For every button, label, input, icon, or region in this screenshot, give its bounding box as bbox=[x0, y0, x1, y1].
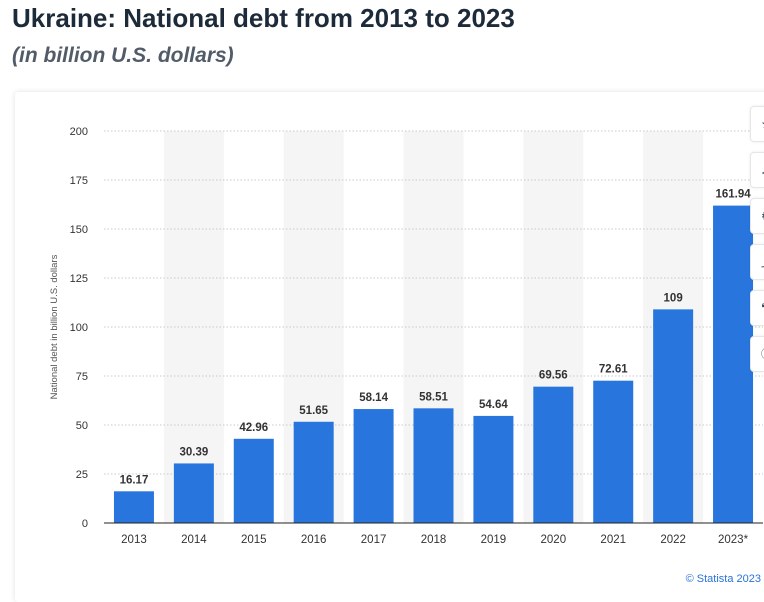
data-label: 51.65 bbox=[299, 405, 328, 417]
chart-card: 0 25 50 75 100 125 150 175 200 16.17 2013 30.39 2014… bbox=[15, 92, 764, 602]
chart-title: Ukraine: National debt from 2013 to 2023 bbox=[12, 3, 515, 33]
bar[interactable] bbox=[293, 421, 334, 523]
data-label: 16.17 bbox=[120, 474, 149, 486]
star-button[interactable]: ★ bbox=[750, 106, 764, 142]
bar[interactable] bbox=[593, 380, 634, 523]
bar[interactable] bbox=[353, 409, 394, 523]
quote-icon: ❝ bbox=[761, 301, 764, 315]
data-label: 58.14 bbox=[359, 392, 388, 404]
y-tick-label: 50 bbox=[76, 420, 88, 432]
x-tick-label: 2021 bbox=[600, 534, 626, 546]
data-label: 42.96 bbox=[239, 422, 268, 434]
data-label: 54.64 bbox=[479, 399, 508, 411]
x-tick-label: 2018 bbox=[421, 534, 447, 546]
data-label: 109 bbox=[664, 292, 683, 304]
info-button[interactable]: ⓘ bbox=[750, 336, 764, 372]
x-tick-label: 2023* bbox=[718, 534, 749, 546]
bar[interactable] bbox=[413, 408, 454, 523]
quote-button[interactable]: ❝ bbox=[750, 290, 764, 326]
settings-button[interactable]: ⚙ bbox=[750, 198, 764, 234]
share-icon: ⤴ bbox=[761, 255, 764, 269]
y-tick-label: 200 bbox=[70, 126, 88, 138]
data-label: 161.94 bbox=[715, 189, 751, 201]
x-tick-label: 2015 bbox=[241, 534, 267, 546]
y-tick-label: 25 bbox=[76, 469, 88, 481]
bell-icon: ♪ bbox=[761, 163, 764, 177]
y-tick-label: 175 bbox=[70, 175, 88, 187]
y-axis-title: National debt in billion U.S. dollars bbox=[49, 254, 60, 399]
y-tick-label: 125 bbox=[70, 273, 88, 285]
y-tick-label: 0 bbox=[82, 518, 88, 530]
chart-subtitle: (in billion U.S. dollars) bbox=[12, 44, 234, 67]
y-tick-label: 75 bbox=[76, 371, 88, 383]
share-button[interactable]: ⤴ bbox=[750, 244, 764, 280]
bar-chart: 0 25 50 75 100 125 150 175 200 16.17 2013 30.39 2014… bbox=[49, 126, 763, 546]
bar[interactable] bbox=[713, 205, 754, 523]
x-tick-label: 2022 bbox=[660, 534, 686, 546]
x-tick-label: 2016 bbox=[301, 534, 327, 546]
data-label: 30.39 bbox=[179, 446, 208, 458]
star-icon: ★ bbox=[761, 117, 764, 131]
y-tick-label: 100 bbox=[70, 322, 88, 334]
x-tick-label: 2017 bbox=[361, 534, 387, 546]
bar[interactable] bbox=[473, 415, 514, 523]
bar[interactable] bbox=[653, 309, 694, 523]
bar[interactable] bbox=[533, 386, 574, 523]
x-tick-label: 2014 bbox=[181, 534, 207, 546]
x-tick-label: 2019 bbox=[481, 534, 507, 546]
y-tick-label: 150 bbox=[70, 224, 88, 236]
x-tick-label: 2020 bbox=[541, 534, 567, 546]
bar[interactable] bbox=[233, 438, 274, 523]
data-label: 72.61 bbox=[599, 364, 628, 376]
bell-button[interactable]: ♪ bbox=[750, 152, 764, 188]
data-label: 69.56 bbox=[539, 370, 568, 382]
bar[interactable] bbox=[113, 491, 154, 523]
data-label: 58.51 bbox=[419, 391, 448, 403]
bar[interactable] bbox=[173, 463, 214, 523]
x-tick-label: 2013 bbox=[121, 534, 147, 546]
info-icon: ⓘ bbox=[761, 347, 764, 361]
statista-credit-link[interactable]: © Statista 2023 bbox=[685, 573, 761, 585]
settings-icon: ⚙ bbox=[761, 209, 764, 223]
